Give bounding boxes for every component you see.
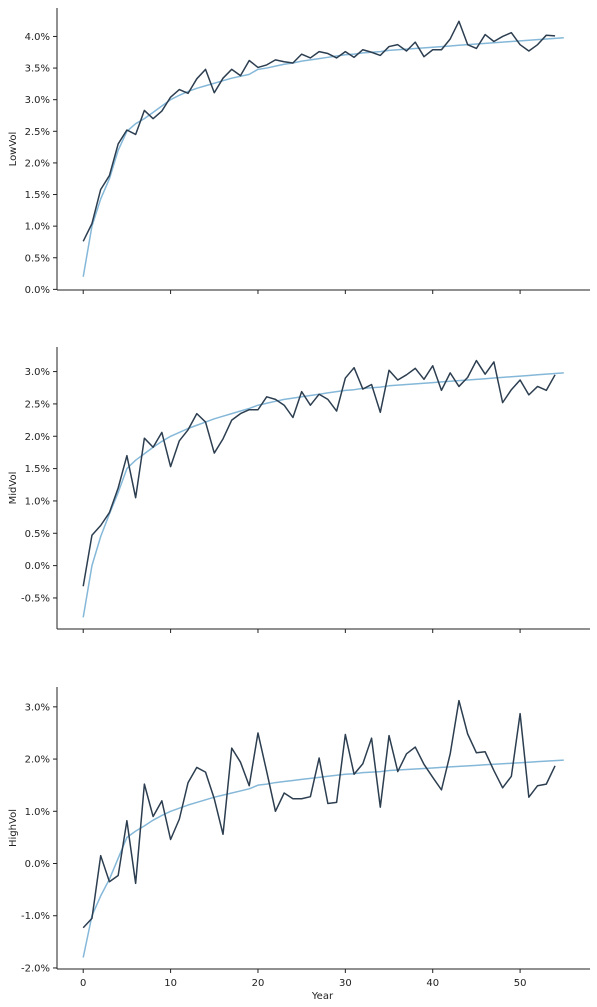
y-tick-label: 3.0%: [25, 367, 50, 378]
y-tick-label: 2.0%: [25, 755, 50, 766]
y-tick-label: 2.0%: [25, 158, 50, 169]
y-tick-label: 1.5%: [25, 190, 50, 201]
y-tick-label: 2.0%: [25, 432, 50, 443]
y-tick-label: 0.0%: [25, 285, 50, 296]
x-axis-label: Year: [311, 991, 334, 1002]
y-tick-label: 3.5%: [25, 64, 50, 75]
y-tick-label: 2.5%: [25, 399, 50, 410]
y-tick-label: 0.5%: [25, 529, 50, 540]
y-axis-label: HighVol: [8, 809, 19, 847]
y-tick-label: 3.0%: [25, 702, 50, 713]
x-tick-label: 10: [164, 978, 177, 989]
y-tick-label: 0.0%: [25, 561, 50, 572]
y-tick-label: 0.0%: [25, 859, 50, 870]
y-tick-label: 4.0%: [25, 32, 50, 43]
series-line-1: [82, 699, 556, 929]
x-tick-label: 30: [339, 978, 352, 989]
y-tick-label: -1.0%: [21, 911, 50, 922]
x-tick-label: 40: [426, 978, 439, 989]
chart-panel-lowvol: 0.0% 0.5% 1.0% 1.5% 2.0% 2.5% 3.0% 3.5% 4.0% LowV…: [8, 8, 590, 296]
y-tick-label: 1.0%: [25, 222, 50, 233]
chart-panel-midvol: -0.5% 0.0% 0.5% 1.0% 1.5% 2.0% 2.5% 3.0% MidVol: [8, 347, 590, 633]
y-tick-label: -2.0%: [21, 963, 50, 974]
y-tick-label: 1.0%: [25, 807, 50, 818]
y-axis-label: MidVol: [8, 472, 19, 505]
x-tick-label: 20: [252, 978, 265, 989]
y-axis-label: LowVol: [8, 132, 19, 167]
y-tick-label: 0.5%: [25, 253, 50, 264]
y-tick-label: -0.5%: [21, 593, 50, 604]
x-tick-label: 50: [514, 978, 527, 989]
chart-panel-highvol: -2.0% -1.0% 0.0% 1.0% 2.0% 3.0% 0 10 20 30 40 50 Hig…: [8, 687, 590, 1002]
y-tick-label: 1.0%: [25, 496, 50, 507]
series-line-2: [82, 372, 564, 618]
series-line-2: [82, 36, 564, 277]
x-tick-label: 0: [80, 978, 86, 989]
series-line-2: [82, 759, 564, 958]
series-line-1: [82, 359, 556, 587]
y-tick-label: 3.0%: [25, 95, 50, 106]
y-tick-label: 1.5%: [25, 464, 50, 475]
series-line-1: [82, 20, 556, 242]
y-tick-label: 2.5%: [25, 127, 50, 138]
